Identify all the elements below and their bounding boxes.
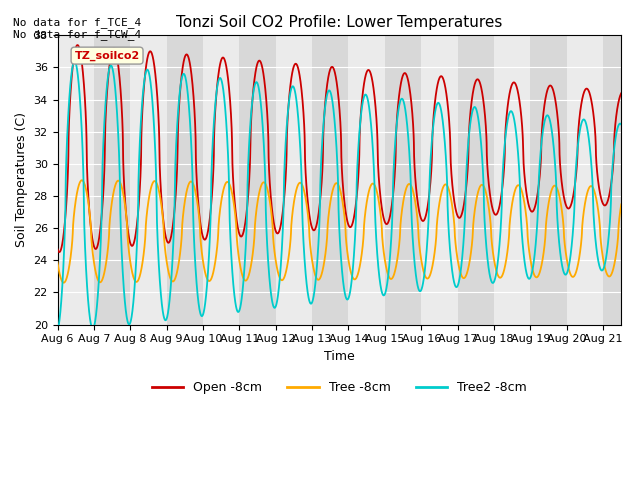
Text: No data for f_TCE_4
No data for f_TCW_4: No data for f_TCE_4 No data for f_TCW_4 (13, 17, 141, 40)
Open -8cm (420, 217, 428, 223)
Open -8cm (517, 113, 525, 119)
Legend: Open -8cm, Tree -8cm, Tree2 -8cm: Open -8cm, Tree -8cm, Tree2 -8cm (147, 376, 532, 399)
Bar (603, 36, 639, 324)
Tree -8cm (156, 194, 164, 200)
Bar (349, 36, 385, 324)
Tree2 -8cm (269, 302, 277, 308)
Tree -8cm (618, 202, 625, 207)
Tree2 -8cm (156, 281, 164, 287)
Tree -8cm (517, 186, 525, 192)
Bar (385, 36, 421, 324)
Open -8cm (474, 77, 482, 83)
Open -8cm (269, 216, 277, 221)
Bar (94, 36, 131, 324)
Y-axis label: Soil Temperatures (C): Soil Temperatures (C) (15, 112, 28, 248)
Tree -8cm (392, 264, 399, 270)
X-axis label: Time: Time (324, 350, 355, 363)
Tree2 -8cm (618, 121, 625, 127)
Tree2 -8cm (70, 59, 78, 64)
Bar (166, 36, 203, 324)
Line: Tree2 -8cm: Tree2 -8cm (58, 61, 621, 331)
Tree2 -8cm (54, 328, 61, 334)
Open -8cm (618, 90, 625, 96)
Line: Tree -8cm: Tree -8cm (58, 180, 621, 283)
Bar (239, 36, 276, 324)
Open -8cm (74, 42, 81, 48)
Open -8cm (56, 249, 63, 255)
Open -8cm (54, 246, 61, 252)
Tree -8cm (78, 177, 86, 183)
Tree2 -8cm (420, 272, 428, 278)
Tree2 -8cm (517, 219, 525, 225)
Text: TZ_soilco2: TZ_soilco2 (74, 50, 140, 61)
Tree -8cm (420, 271, 428, 277)
Title: Tonzi Soil CO2 Profile: Lower Temperatures: Tonzi Soil CO2 Profile: Lower Temperatur… (176, 15, 502, 30)
Bar (531, 36, 566, 324)
Bar (458, 36, 494, 324)
Bar (421, 36, 458, 324)
Tree -8cm (54, 259, 61, 265)
Bar (131, 36, 166, 324)
Bar (203, 36, 239, 324)
Tree -8cm (269, 235, 277, 240)
Open -8cm (392, 140, 399, 145)
Bar (312, 36, 349, 324)
Tree2 -8cm (474, 116, 482, 121)
Bar (276, 36, 312, 324)
Line: Open -8cm: Open -8cm (58, 45, 621, 252)
Open -8cm (156, 174, 164, 180)
Bar (58, 36, 94, 324)
Bar (566, 36, 603, 324)
Bar (494, 36, 531, 324)
Tree -8cm (60, 280, 68, 286)
Tree2 -8cm (392, 133, 399, 139)
Tree -8cm (474, 188, 482, 194)
